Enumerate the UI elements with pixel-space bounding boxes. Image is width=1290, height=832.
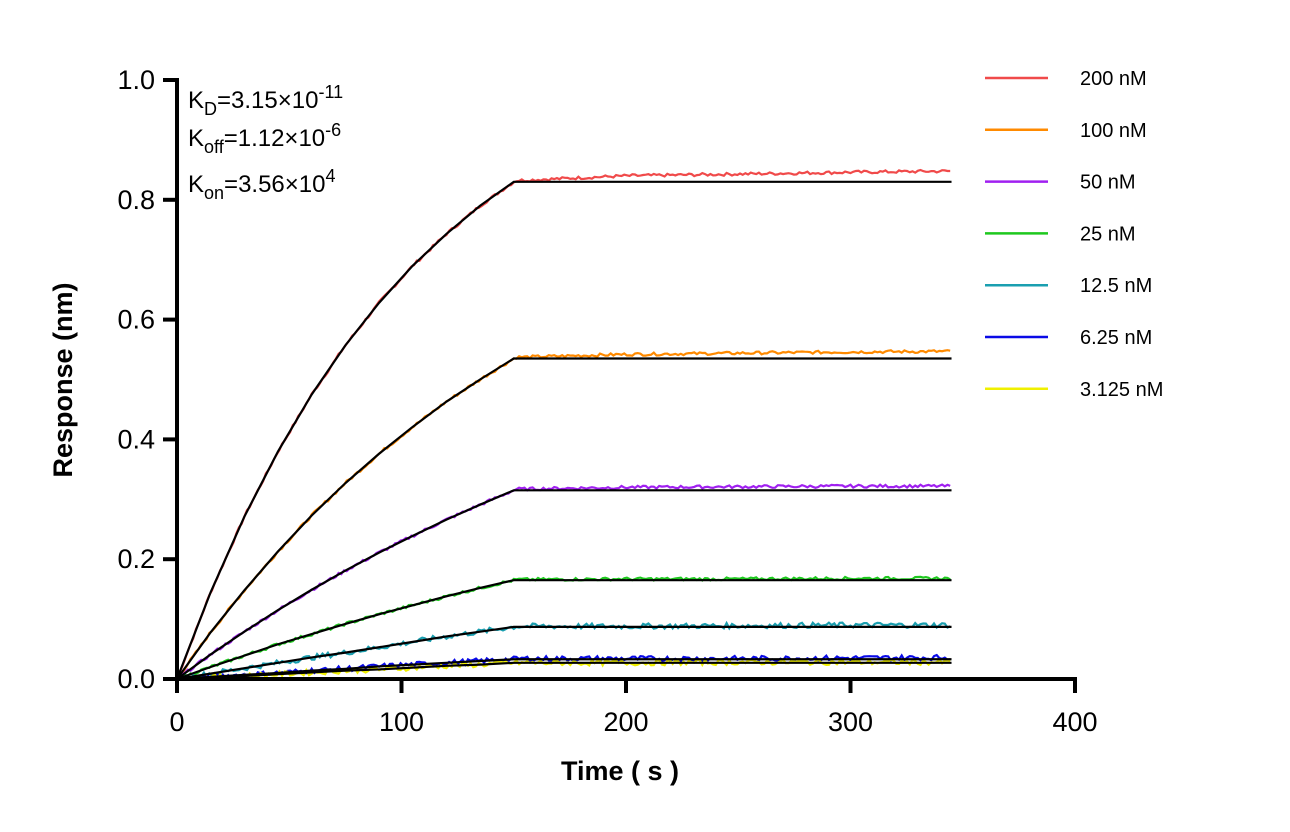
legend: 200 nM 100 nM 50 nM 25 nM 12.5 nM 6.25 nM 3.12… [985,68,1163,401]
legend-label: 100 nM [1080,120,1147,142]
legend-item: 3.125 nM [985,379,1163,401]
legend-label: 6.25 nM [1080,327,1152,349]
x-tick-label: 400 [1052,707,1097,737]
fit-curve-25-nM [176,579,952,681]
legend-label: 25 nM [1080,223,1136,245]
x-tick-label: 100 [379,707,424,737]
fit-curve-200-nM [175,180,952,680]
y-tick-label: 0.2 [117,544,155,574]
x-axis-label: Time ( s ) [561,756,679,786]
legend-item: 50 nM [985,172,1136,194]
legend-label: 200 nM [1080,68,1147,90]
kd-annotation: KD=3.15×10-11 [188,82,343,119]
fit-curve-3-125-nM [176,661,952,681]
y-tick-label: 0.4 [117,424,155,454]
kon-annotation: Kon=3.56×104 [188,166,336,203]
y-tick-label: 1.0 [117,65,155,95]
koff-annotation: Koff=1.12×10-6 [188,120,341,157]
y-axis-label: Response (nm) [48,282,78,477]
legend-label: 12.5 nM [1080,275,1152,297]
y-tick-label: 0.0 [117,664,155,694]
legend-label: 50 nM [1080,172,1136,194]
x-tick-label: 200 [603,707,648,737]
x-tick-label: 300 [828,707,873,737]
y-tick-label: 0.8 [117,185,155,215]
x-tick-label: 0 [169,707,184,737]
legend-item: 200 nM [985,68,1147,90]
legend-item: 100 nM [985,120,1147,142]
kinetic-constants: KD=3.15×10-11 Koff=1.12×10-6 Kon=3.56×10… [188,82,343,203]
axes: 0.0 0.2 0.4 0.6 0.8 1.0 0 100 200 300 400 [117,65,1097,737]
observed-curve-50-nM [176,483,951,680]
legend-item: 12.5 nM [985,275,1152,297]
y-tick-label: 0.6 [117,305,155,335]
fit-curve-50-nM [176,489,952,680]
fit-curve-12-5-nM [176,625,952,681]
legend-label: 3.125 nM [1080,379,1163,401]
legend-item: 6.25 nM [985,327,1152,349]
legend-item: 25 nM [985,223,1136,245]
fit-curve-100-nM [176,357,952,680]
plot-area [175,168,952,681]
observed-curve-100-nM [176,349,951,680]
